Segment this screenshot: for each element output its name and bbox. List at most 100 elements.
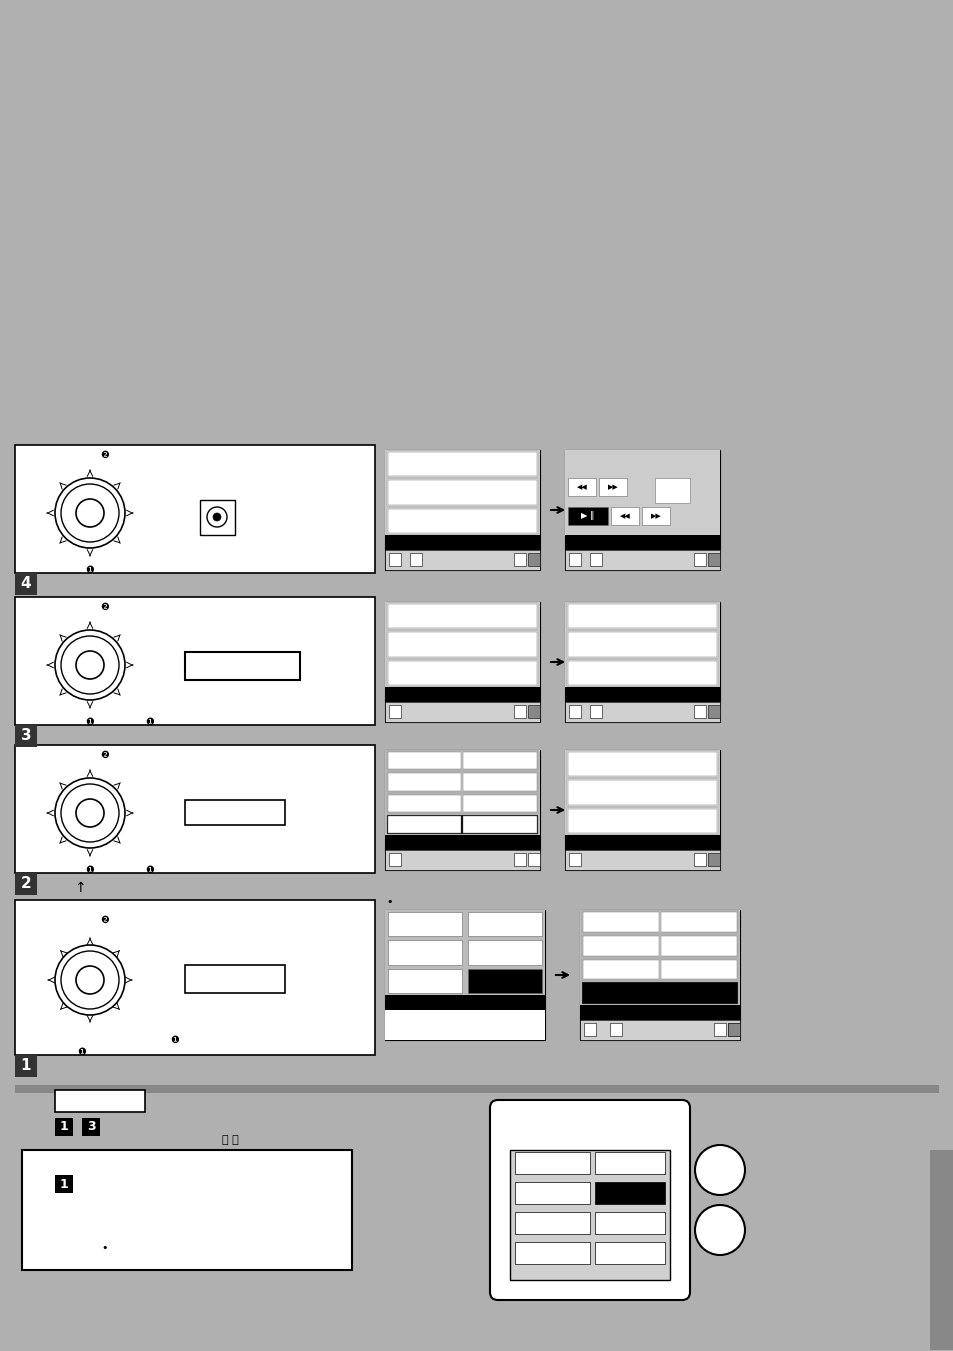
- Bar: [582, 912, 659, 932]
- Bar: [514, 553, 525, 566]
- Bar: [15, 1055, 37, 1077]
- Text: 3: 3: [21, 728, 31, 743]
- Circle shape: [61, 951, 119, 1009]
- Text: 4: 4: [21, 577, 31, 592]
- Bar: [468, 969, 541, 993]
- Bar: [388, 632, 537, 657]
- Bar: [15, 573, 37, 594]
- Bar: [515, 1182, 589, 1204]
- Bar: [385, 911, 544, 1040]
- Text: ❶: ❶: [146, 865, 154, 875]
- Bar: [468, 940, 541, 965]
- Bar: [385, 750, 539, 835]
- Text: ▶ ‖: ▶ ‖: [580, 511, 594, 520]
- Bar: [583, 1023, 596, 1036]
- Bar: [385, 835, 539, 850]
- Bar: [567, 809, 717, 834]
- Text: ❶: ❶: [171, 1035, 179, 1046]
- Bar: [410, 553, 421, 566]
- Circle shape: [61, 484, 119, 542]
- Text: 3: 3: [87, 1120, 95, 1133]
- Circle shape: [61, 784, 119, 842]
- Bar: [595, 1182, 664, 1204]
- Bar: [566, 808, 718, 834]
- Bar: [388, 912, 461, 936]
- Bar: [660, 936, 737, 955]
- Bar: [388, 481, 537, 505]
- Bar: [567, 781, 717, 805]
- Text: 1: 1: [21, 1058, 31, 1074]
- Bar: [387, 631, 537, 658]
- Text: ▶▶: ▶▶: [650, 512, 660, 519]
- Bar: [389, 553, 400, 566]
- Bar: [707, 852, 720, 866]
- Bar: [595, 1242, 664, 1265]
- Bar: [388, 604, 537, 628]
- Bar: [693, 705, 705, 717]
- Text: ▶▶: ▶▶: [607, 484, 618, 490]
- Bar: [655, 478, 689, 504]
- Bar: [568, 553, 580, 566]
- Bar: [388, 753, 461, 769]
- Bar: [15, 744, 375, 873]
- Bar: [579, 911, 740, 1040]
- Circle shape: [61, 636, 119, 694]
- Bar: [582, 936, 659, 955]
- Bar: [727, 1023, 740, 1036]
- Bar: [693, 553, 705, 566]
- Bar: [579, 1005, 740, 1020]
- Bar: [527, 705, 539, 717]
- Bar: [385, 535, 539, 550]
- Bar: [567, 753, 717, 777]
- Circle shape: [207, 507, 227, 527]
- Bar: [568, 705, 580, 717]
- Bar: [567, 661, 717, 685]
- Text: ◀◀: ◀◀: [619, 512, 630, 519]
- Bar: [564, 703, 720, 721]
- Text: ◀◀: ◀◀: [576, 484, 587, 490]
- Bar: [582, 959, 659, 979]
- Circle shape: [76, 966, 104, 994]
- Bar: [468, 912, 541, 936]
- Bar: [564, 750, 720, 835]
- Bar: [385, 550, 539, 570]
- Bar: [581, 911, 738, 932]
- Bar: [564, 688, 720, 703]
- FancyBboxPatch shape: [490, 1100, 689, 1300]
- Bar: [579, 1020, 740, 1040]
- Bar: [388, 816, 461, 834]
- Text: ❷: ❷: [100, 915, 110, 925]
- Text: •: •: [102, 1243, 108, 1252]
- Bar: [463, 816, 537, 834]
- Bar: [693, 852, 705, 866]
- Text: ❶: ❶: [86, 565, 94, 576]
- Bar: [566, 603, 718, 630]
- Bar: [185, 653, 299, 680]
- Bar: [564, 550, 720, 570]
- Bar: [463, 753, 537, 769]
- Bar: [568, 852, 580, 866]
- Bar: [387, 508, 537, 534]
- Bar: [15, 597, 375, 725]
- Bar: [387, 815, 537, 834]
- Bar: [566, 659, 718, 686]
- Bar: [388, 453, 537, 477]
- Bar: [567, 507, 607, 524]
- Bar: [55, 1119, 73, 1136]
- Text: ❷: ❷: [100, 603, 110, 612]
- Bar: [589, 705, 601, 717]
- Bar: [566, 780, 718, 805]
- Bar: [514, 852, 525, 866]
- Bar: [567, 478, 596, 496]
- Bar: [515, 1152, 589, 1174]
- Bar: [564, 603, 720, 721]
- Bar: [610, 507, 639, 524]
- Bar: [581, 982, 738, 1004]
- Bar: [385, 911, 544, 994]
- Bar: [387, 659, 537, 686]
- Bar: [564, 450, 720, 570]
- Bar: [564, 750, 720, 870]
- Bar: [385, 688, 539, 703]
- Bar: [385, 450, 539, 570]
- Text: ❶: ❶: [146, 717, 154, 727]
